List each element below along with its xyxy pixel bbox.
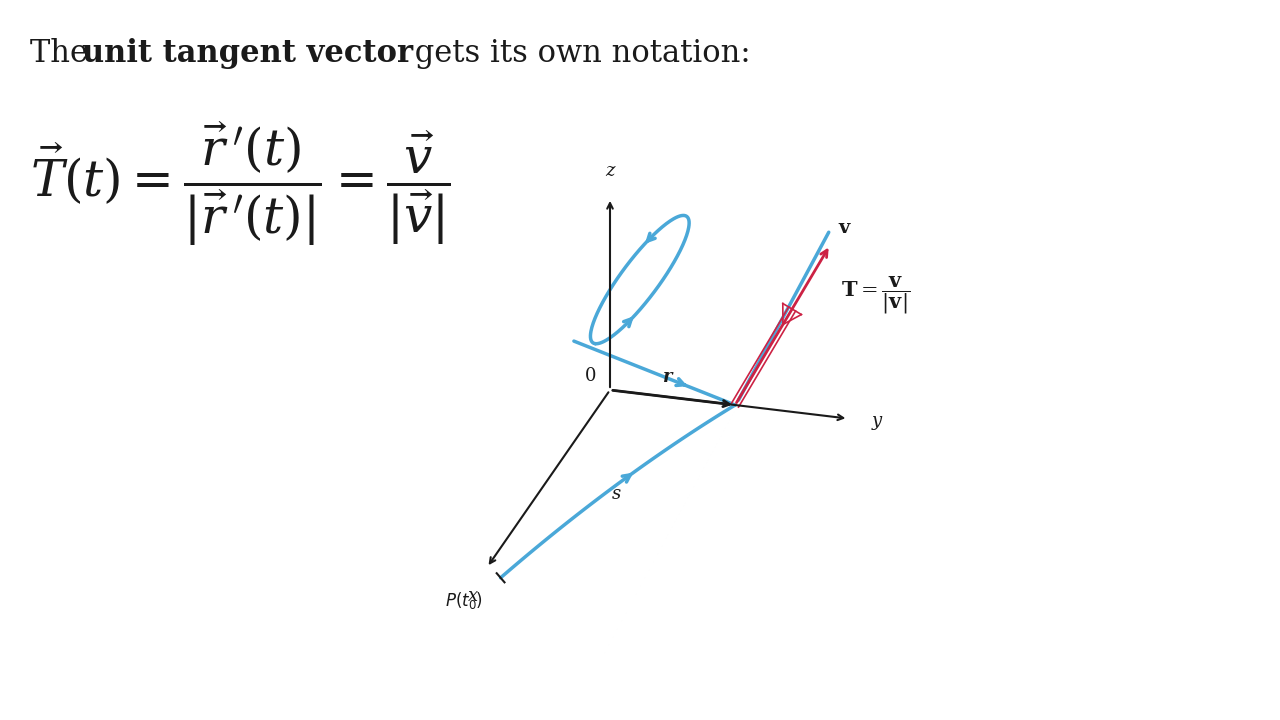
Text: The: The [29, 38, 97, 69]
Text: 0: 0 [585, 367, 596, 385]
Text: x: x [468, 588, 479, 606]
Text: v: v [838, 219, 850, 237]
Text: z: z [605, 162, 614, 180]
Text: $\vec{T}(t) = \dfrac{\vec{r}\,'(t)}{|\vec{r}\,'(t)|} = \dfrac{\vec{v}}{|\vec{v}|: $\vec{T}(t) = \dfrac{\vec{r}\,'(t)}{|\ve… [29, 120, 451, 248]
Text: $\mathbf{T} = \dfrac{\mathbf{v}}{|\mathbf{v}|}$: $\mathbf{T} = \dfrac{\mathbf{v}}{|\mathb… [841, 274, 910, 316]
Text: gets its own notation:: gets its own notation: [404, 38, 750, 69]
Text: y: y [872, 413, 882, 431]
Text: unit tangent vector: unit tangent vector [82, 38, 413, 69]
Text: s: s [612, 485, 621, 503]
Text: r: r [663, 367, 672, 385]
Text: $P(t_0)$: $P(t_0)$ [444, 590, 483, 611]
